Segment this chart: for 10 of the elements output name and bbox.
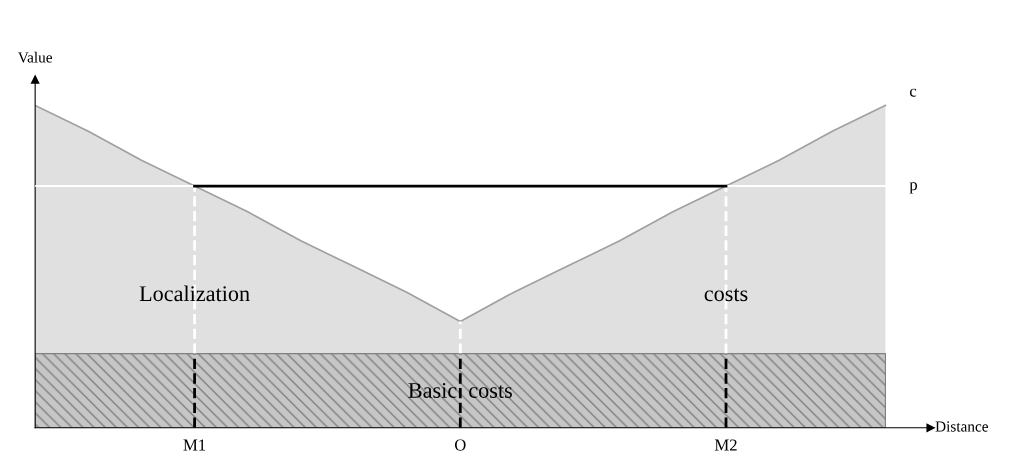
annotation: costs xyxy=(704,288,748,302)
x-tick-label: M2 xyxy=(714,439,737,451)
y-axis-title: Value xyxy=(17,51,53,63)
annotation: Localization xyxy=(139,285,250,302)
x-axis-title: Distance xyxy=(935,421,988,432)
x-tick-label: M1 xyxy=(183,439,206,451)
annotation: Basic costs xyxy=(408,382,512,398)
ref-line-label: p xyxy=(909,182,918,194)
x-tick-label: O xyxy=(454,439,466,451)
text: c xyxy=(909,88,917,97)
